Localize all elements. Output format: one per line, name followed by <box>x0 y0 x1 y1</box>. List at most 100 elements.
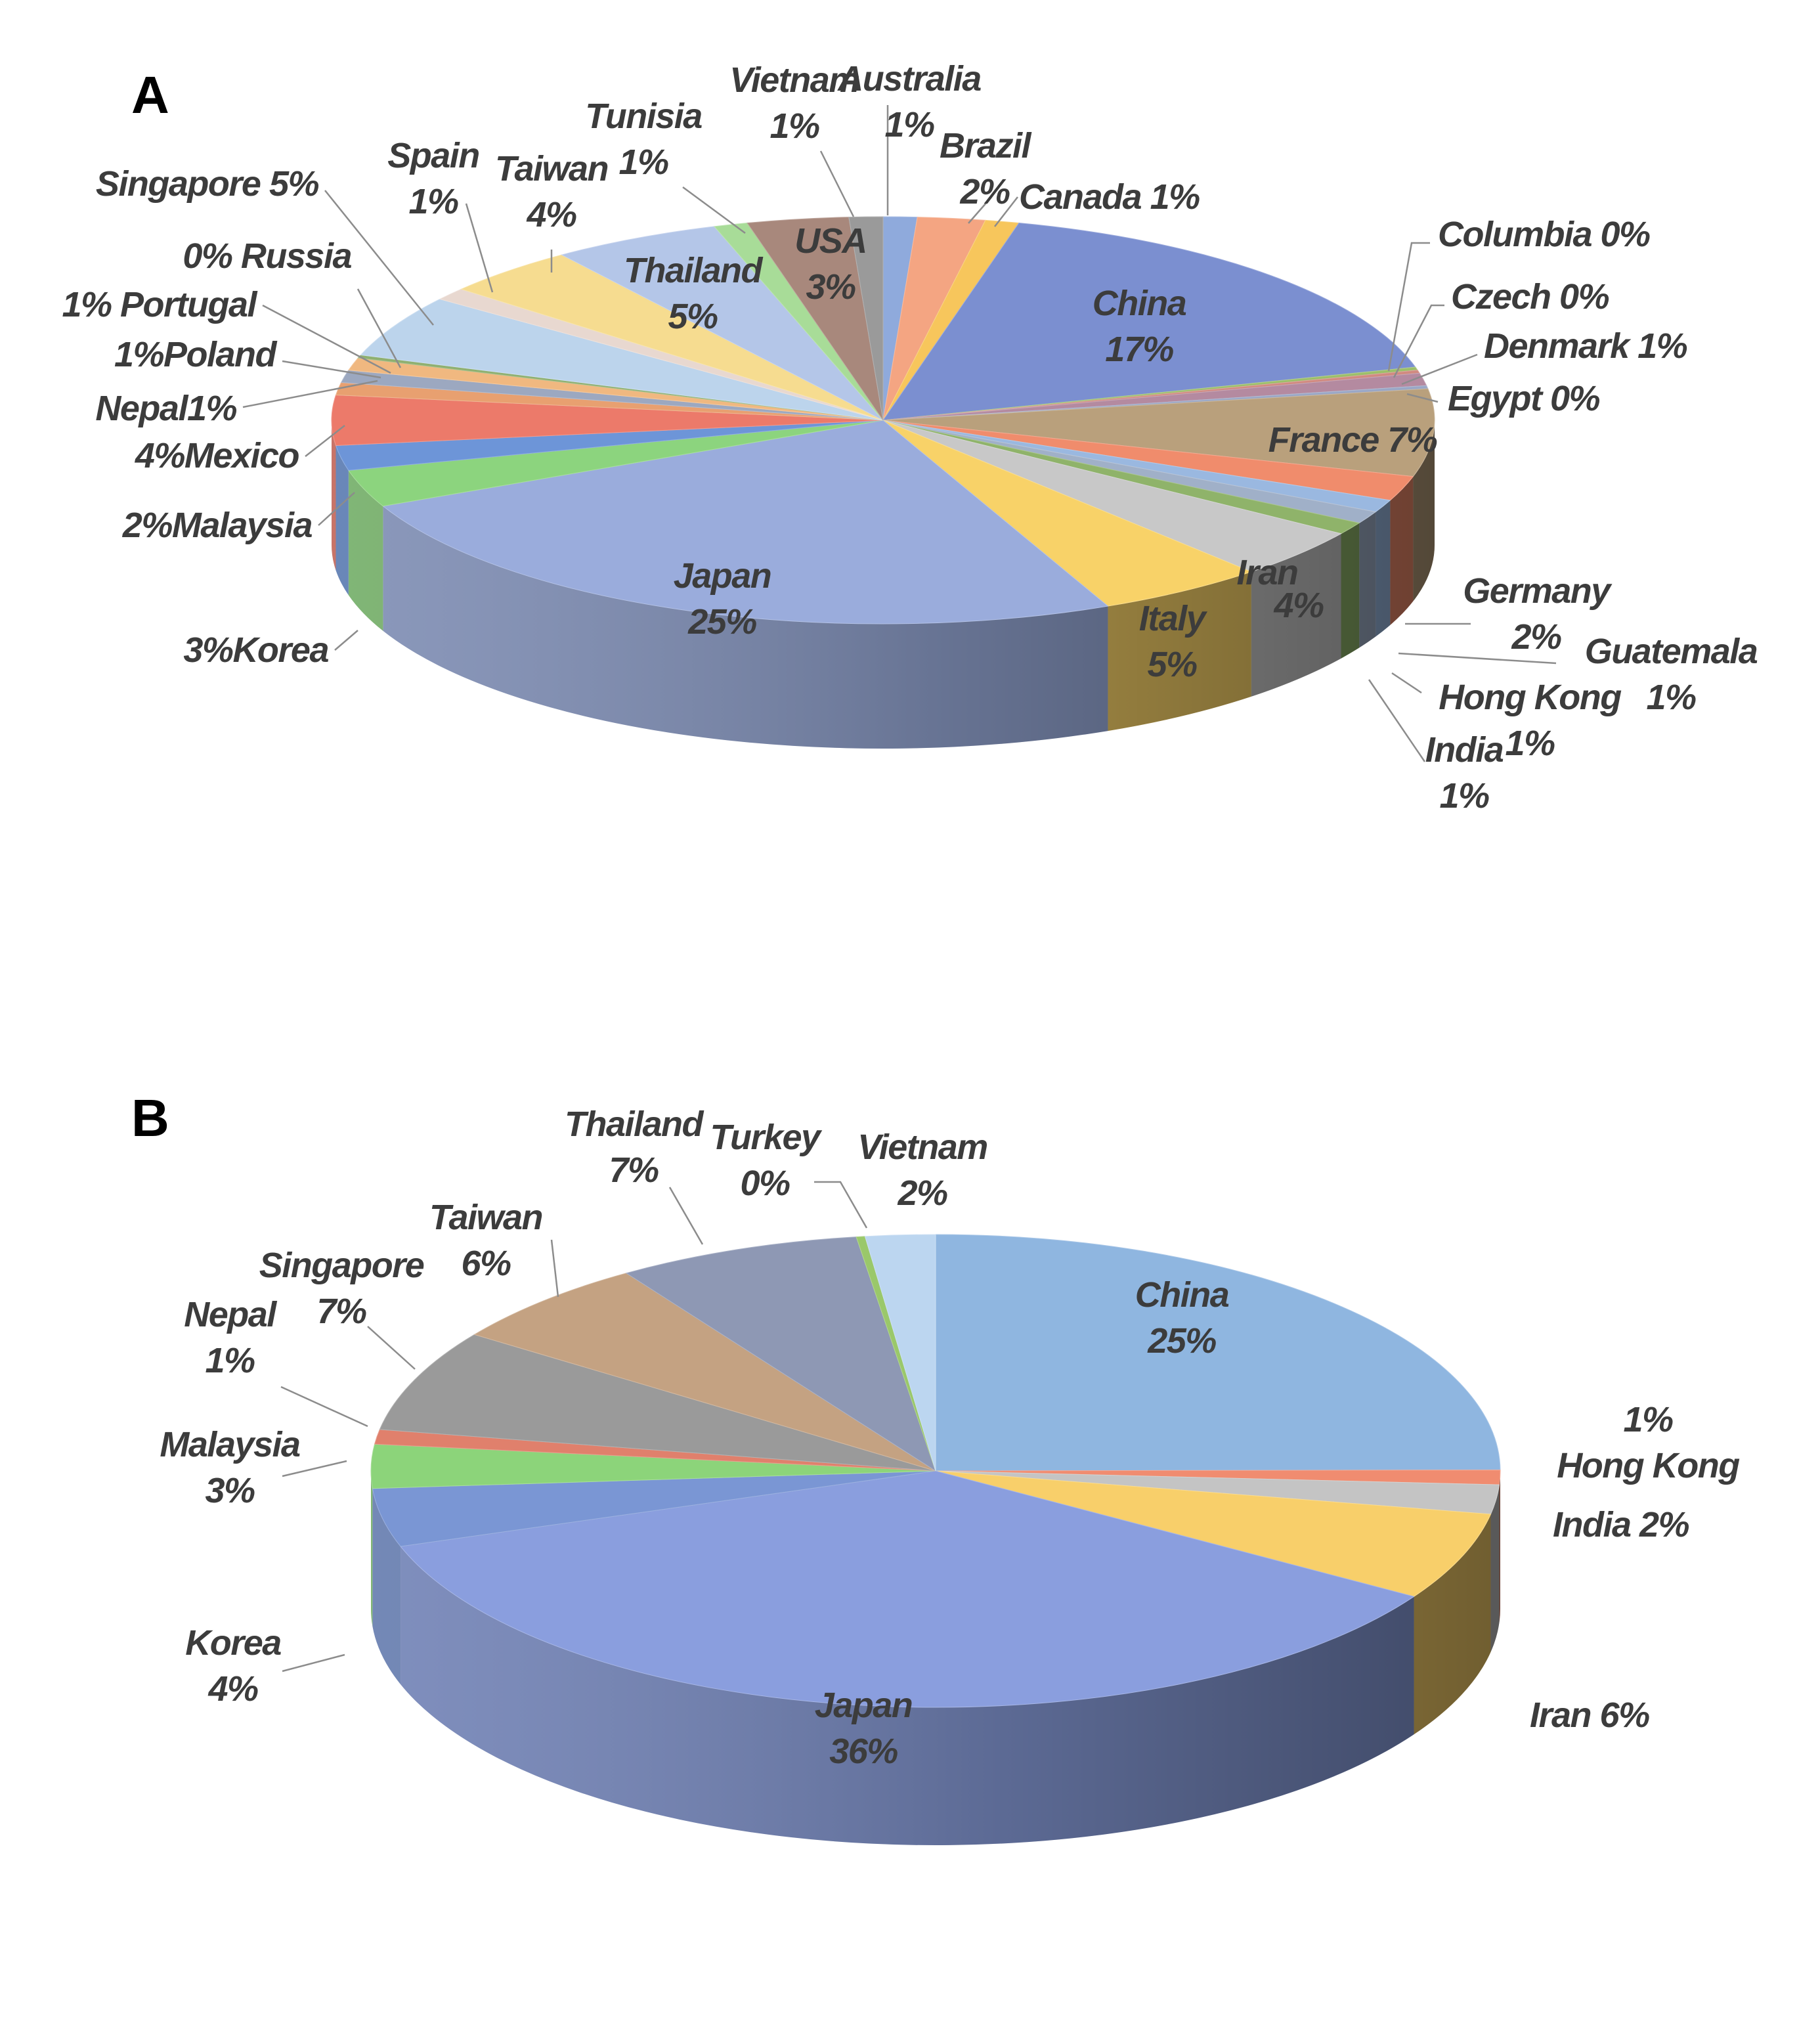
leader-b-taiwan <box>550 1239 559 1298</box>
label-a-denmark: Denmark 1% <box>1484 326 1687 366</box>
slice-b-china <box>935 1234 1501 1472</box>
label-b-japan: Japan 36% <box>815 1686 913 1771</box>
label-a-russia: 0% Russia <box>183 236 351 276</box>
leader-a-portugal <box>262 304 391 374</box>
label-a-australia: Australia 1% <box>836 59 981 144</box>
label-b-iran: Iran 6% <box>1530 1695 1649 1735</box>
panel-label-b: B <box>131 1089 169 1147</box>
label-a-canada: Canada 1% <box>1019 177 1200 217</box>
leader-a-nepal <box>242 380 378 408</box>
label-a-india: India 1% <box>1425 730 1504 816</box>
label-a-brazil: Brazil 2% <box>940 126 1032 211</box>
leader-a-singapore <box>324 190 434 326</box>
pie-a-labels: Australia 1%Brazil 2% Canada 1% China 17% Colu… <box>62 59 1758 816</box>
label-a-egypt: Egypt 0% <box>1448 379 1600 418</box>
leader-a-czech <box>1393 304 1444 378</box>
label-b-india: India 2% <box>1553 1505 1689 1544</box>
leader-a-hong-kong <box>1391 672 1422 694</box>
leader-a-guatemala <box>1398 652 1557 665</box>
leader-a-india <box>1368 679 1426 762</box>
slice-a-japan <box>382 420 1109 624</box>
slice-b-korea <box>372 1470 936 1547</box>
label-a-singapore: Singapore 5% <box>96 164 319 204</box>
slice-a-china <box>882 223 1416 421</box>
leader-a-brazil <box>968 196 992 224</box>
slice-b-taiwan <box>473 1273 936 1472</box>
label-a-malaysia: 2%Malaysia <box>122 506 313 545</box>
leader-a-canada <box>994 196 1018 227</box>
label-a-china: China 17% <box>1093 284 1186 369</box>
pie-b-side-shading <box>371 1471 1500 1845</box>
label-b-turkey: Turkey 0% <box>710 1118 823 1203</box>
pie-a-side-shading <box>332 420 1435 749</box>
label-a-mexico: 4%Mexico <box>135 436 299 475</box>
label-a-usa: USA 3% <box>794 221 867 307</box>
label-a-japan: Japan 25% <box>674 556 771 642</box>
leader-b-turkey <box>814 1181 868 1229</box>
leader-b-nepal <box>280 1386 368 1428</box>
slice-b-japan <box>400 1470 1415 1708</box>
leader-b-singapore <box>367 1326 416 1370</box>
label-a-france: France 7% <box>1268 420 1437 460</box>
slice-a-iran <box>882 420 1342 573</box>
panel-label-a: A <box>131 66 169 124</box>
slice-a-taiwan <box>460 254 884 421</box>
label-b-singapore: Singapore 7% <box>259 1246 424 1331</box>
label-b-taiwan: Taiwan 6% <box>429 1198 542 1283</box>
leader-a-columbia <box>1387 242 1430 372</box>
label-b-vietnam: Vietnam 2% <box>857 1127 987 1213</box>
leader-a-spain <box>465 203 494 293</box>
pie-chart-a: Australia 1%Brazil 2% Canada 1% China 17% Colu… <box>62 59 1758 816</box>
label-a-iran: Iran 4% <box>1236 553 1324 625</box>
slice-b-thailand <box>625 1236 936 1472</box>
pie-b-labels: China 25% 1% Hong Kong India 2% Iran 6% Japan 3… <box>160 1104 1741 1771</box>
slice-a-vietnam <box>848 216 884 421</box>
leader-a-mexico <box>305 425 345 457</box>
label-a-thailand: Thailand 5% <box>624 251 764 336</box>
pie-a-top <box>331 216 1435 624</box>
leader-a-egypt <box>1406 393 1439 403</box>
leader-b-thailand <box>668 1187 704 1245</box>
slice-b-vietnam <box>864 1234 936 1472</box>
leader-b-korea <box>282 1653 345 1672</box>
leader-a-poland <box>282 360 381 379</box>
leader-a-vietnam <box>819 150 855 217</box>
slice-a-italy <box>882 420 1253 607</box>
leader-a-korea <box>334 630 358 651</box>
label-a-portugal: 1% Portugal <box>62 285 257 324</box>
label-a-spain: Spain 1% <box>387 136 479 221</box>
label-a-vietnam: Vietnam 1% <box>729 60 859 146</box>
slice-b-singapore <box>379 1334 936 1472</box>
slice-b-iran <box>935 1470 1492 1597</box>
label-b-thailand: Thailand 7% <box>565 1104 704 1190</box>
label-b-malaysia: Malaysia 3% <box>160 1425 300 1510</box>
leader-a-denmark <box>1401 353 1478 385</box>
slice-a-singapore <box>360 298 884 421</box>
leader-a-malaysia <box>318 492 355 526</box>
label-a-italy: Italy 5% <box>1139 599 1208 684</box>
label-b-nepal: Nepal 1% <box>184 1295 277 1380</box>
label-a-poland: 1%Poland <box>114 335 278 374</box>
pie-chart-b: China 25% 1% Hong Kong India 2% Iran 6% Japan 3… <box>160 1104 1741 1845</box>
label-b-hong-kong: 1% Hong Kong <box>1557 1400 1740 1485</box>
label-a-tunisia: Tunisia 1% <box>585 97 702 182</box>
leader-b-malaysia <box>282 1460 347 1477</box>
label-a-guatemala: Guatemala 1% <box>1585 632 1758 717</box>
label-b-korea: Korea 4% <box>185 1623 281 1709</box>
label-a-columbia: Columbia 0% <box>1438 215 1650 254</box>
label-a-taiwan: Taiwan 4% <box>495 149 608 234</box>
pie-a-side <box>332 420 1435 749</box>
leader-a-russia <box>357 288 402 368</box>
pie-b-top <box>370 1234 1501 1708</box>
slice-a-thailand <box>561 226 884 421</box>
leader-a-tunisia <box>682 186 746 234</box>
slice-a-mexico <box>331 395 884 446</box>
slice-a-france <box>882 388 1435 477</box>
label-a-czech: Czech 0% <box>1451 277 1609 317</box>
label-a-nepal: Nepal1% <box>95 389 236 428</box>
label-a-germany: Germany 2% <box>1463 571 1613 657</box>
label-a-korea: 3%Korea <box>183 630 328 670</box>
label-a-hong-kong: Hong Kong 1% <box>1439 678 1622 763</box>
